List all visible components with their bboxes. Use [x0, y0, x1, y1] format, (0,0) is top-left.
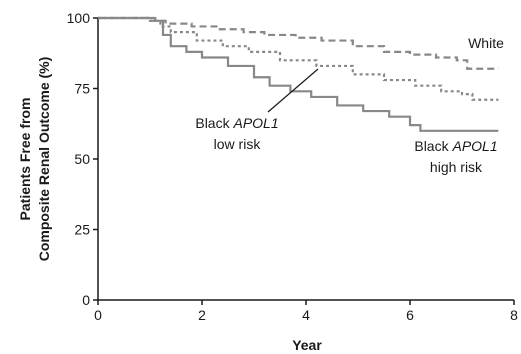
annotation-text: Black	[414, 138, 452, 154]
x-tick-label: 0	[94, 307, 102, 323]
gene-name: APOL1	[451, 138, 497, 154]
annotation-text: Black	[195, 115, 233, 131]
y-axis-title-line: Patients Free from	[17, 98, 33, 221]
series-line-black-apol1-high-risk	[98, 16, 499, 132]
annotation-white: White	[468, 35, 504, 51]
y-axis: 0 25 50 75 100	[67, 10, 99, 308]
x-tick-label: 2	[198, 307, 206, 323]
y-tick-label: 25	[74, 222, 90, 238]
x-axis: 0 2 4 6 8	[94, 299, 518, 323]
y-tick-label: 100	[67, 10, 91, 26]
annotation-line: Black APOL1	[414, 138, 497, 154]
series-line-black-apol1-low-risk	[98, 16, 499, 101]
annotation-text: White	[468, 35, 504, 51]
annotation-line: high risk	[430, 159, 483, 175]
annotation-leader-line	[267, 68, 319, 113]
y-tick-label: 0	[82, 292, 90, 308]
annotation-layer: White Black APOL1 low risk Black APOL1 high …	[195, 35, 504, 175]
series-layer	[98, 16, 499, 132]
y-tick-label: 75	[74, 81, 90, 97]
annotation-line: low risk	[214, 136, 262, 152]
annotation-high: Black APOL1 high risk	[414, 138, 497, 175]
annotation-line: White	[468, 35, 504, 51]
annotation-text: low risk	[214, 136, 262, 152]
series-line-white	[98, 16, 499, 70]
annotation-text: high risk	[430, 159, 483, 175]
annotation-line: Black APOL1	[195, 115, 278, 131]
x-tick-label: 6	[406, 307, 414, 323]
x-tick-label: 8	[510, 307, 518, 323]
y-tick-label: 50	[74, 151, 90, 167]
y-axis-title: Patients Free from Composite Renal Outcom…	[17, 57, 52, 262]
axis-titles: Year Patients Free from Composite Renal Ou…	[17, 57, 322, 353]
y-axis-title-line: Composite Renal Outcome (%)	[36, 57, 52, 262]
gene-name: APOL1	[232, 115, 278, 131]
x-tick-label: 4	[302, 307, 310, 323]
annotation-low: Black APOL1 low risk	[195, 115, 278, 152]
x-axis-title: Year	[292, 337, 322, 353]
